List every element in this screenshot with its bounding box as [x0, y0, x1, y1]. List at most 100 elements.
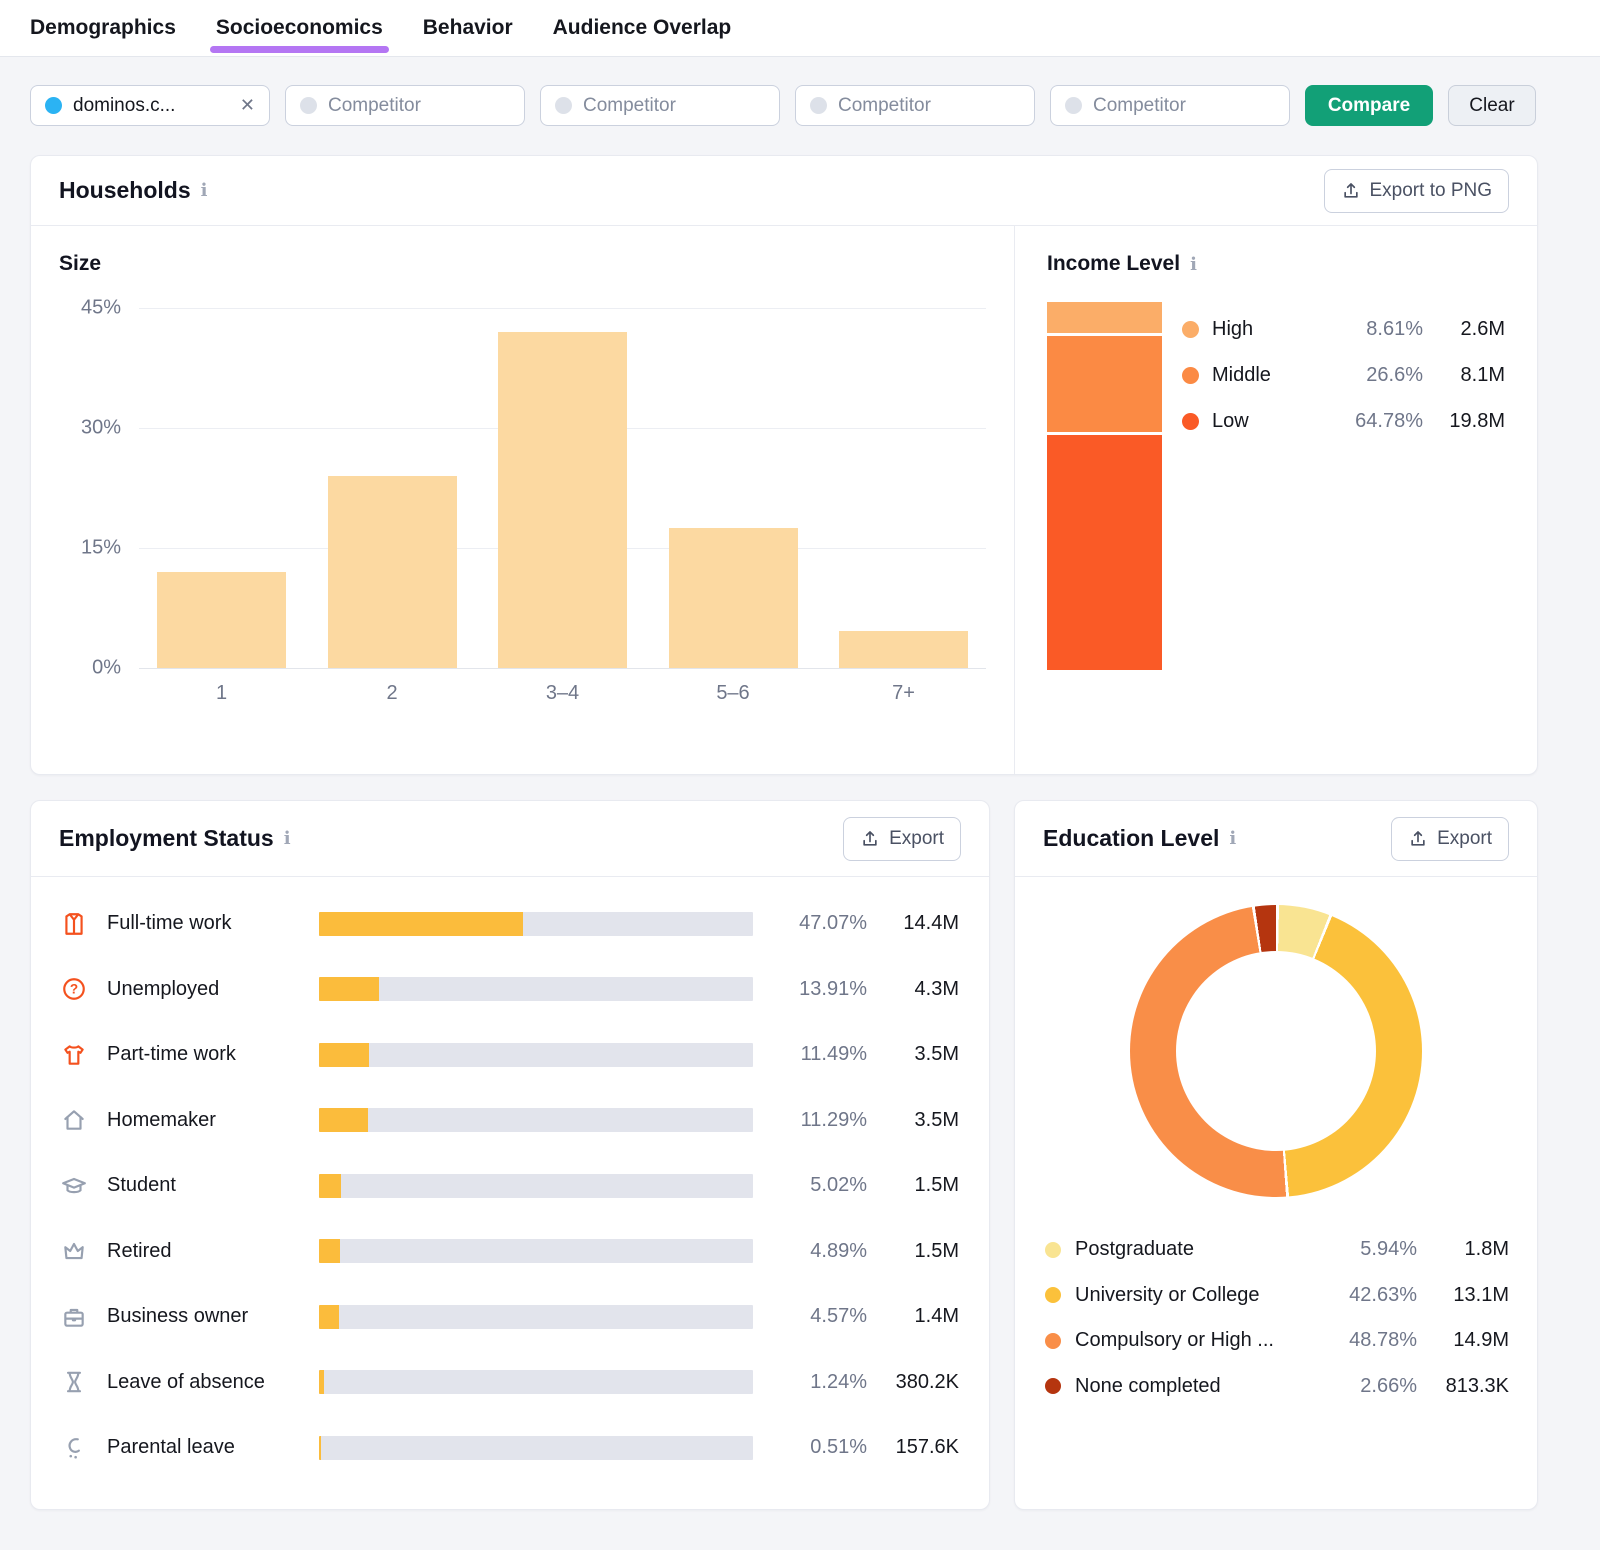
education-legend-row: Compulsory or High ... 48.78% 14.9M: [1045, 1318, 1509, 1364]
employment-bar-fill: [319, 1435, 322, 1460]
employment-value: 4.3M: [914, 977, 959, 1000]
size-bar-slot: [498, 308, 627, 668]
employment-bar-fill: [319, 1108, 368, 1133]
employment-row: ? Unemployed 13.91% 4.3M: [61, 957, 959, 1023]
competitor-input-2[interactable]: Competitor: [540, 85, 780, 126]
x-tick: 5–6: [716, 682, 750, 704]
x-tick: 2: [386, 682, 398, 704]
competitor-placeholder: Competitor: [1093, 94, 1186, 116]
legend-value: 813.3K: [1445, 1374, 1509, 1397]
employment-percent: 13.91%: [799, 977, 867, 1000]
employment-bar-track: [319, 977, 753, 1002]
donut-hole: [1176, 951, 1376, 1151]
employment-row: Full-time work 47.07% 14.4M: [61, 891, 959, 957]
legend-dot-icon: [1182, 412, 1199, 430]
legend-percent: 48.78%: [1349, 1329, 1417, 1352]
employment-bar-track: [319, 1173, 753, 1198]
employment-percent: 4.57%: [810, 1305, 867, 1328]
income-stacked-bar: [1047, 302, 1162, 670]
size-bar-slot: [327, 308, 457, 668]
clear-button[interactable]: Clear: [1448, 85, 1536, 126]
competitor-input-4[interactable]: Competitor: [1050, 85, 1290, 126]
employment-percent: 4.89%: [810, 1239, 867, 1262]
house-icon: [61, 1107, 87, 1133]
employment-status-panel: Employment Status i Export Full-time wor…: [30, 800, 990, 1510]
compare-button[interactable]: Compare: [1305, 85, 1433, 126]
size-bar-7+: [839, 631, 968, 668]
export-label: Export: [1437, 827, 1492, 849]
competitor-input-3[interactable]: Competitor: [795, 85, 1035, 126]
y-tick: 15%: [80, 536, 121, 559]
employment-bar-fill: [319, 1370, 325, 1395]
competitor-dot-icon: [300, 97, 317, 114]
size-bar-slot: [668, 308, 798, 668]
households-panel: Households i Export to PNG Size 45% 30% …: [30, 155, 1538, 775]
export-to-png-button[interactable]: Export to PNG: [1323, 168, 1509, 213]
size-x-axis: 1 2 3–4 5–6 7+: [139, 682, 986, 705]
legend-percent: 26.6%: [1366, 363, 1423, 386]
tab-behavior[interactable]: Behavior: [422, 16, 513, 39]
competitor-dot-icon: [555, 97, 572, 114]
legend-value: 1.8M: [1464, 1238, 1509, 1261]
filter-row: dominos.c... ✕ Competitor Competitor Com…: [30, 85, 1536, 126]
education-legend-row: Postgraduate 5.94% 1.8M: [1045, 1227, 1509, 1273]
education-donut-chart: [1130, 905, 1422, 1197]
education-level-title: Education Level: [1043, 825, 1220, 851]
employment-percent: 11.29%: [800, 1108, 867, 1131]
info-icon[interactable]: i: [1229, 828, 1237, 849]
employment-percent: 5.02%: [810, 1174, 867, 1197]
legend-value: 8.1M: [1460, 363, 1505, 386]
size-title: Size: [59, 252, 102, 275]
legend-value: 2.6M: [1460, 317, 1505, 340]
x-tick: 7+: [892, 682, 915, 704]
employment-percent: 47.07%: [799, 912, 867, 935]
legend-dot-icon: [1045, 1241, 1061, 1258]
graduation-cap-icon: [61, 1173, 87, 1199]
domain-chip[interactable]: dominos.c... ✕: [30, 85, 270, 126]
top-tab-bar: Demographics Socioeconomics Behavior Aud…: [0, 0, 1600, 57]
competitor-dot-icon: [1065, 97, 1082, 114]
tab-audience-overlap[interactable]: Audience Overlap: [552, 16, 732, 39]
upload-icon: [863, 830, 877, 846]
y-tick: 45%: [80, 296, 121, 319]
tshirt-icon: [61, 1042, 87, 1068]
education-export-button[interactable]: Export: [1391, 816, 1509, 861]
employment-label: Full-time work: [107, 912, 232, 935]
competitor-input-1[interactable]: Competitor: [285, 85, 525, 126]
info-icon[interactable]: i: [283, 828, 291, 849]
competitor-placeholder: Competitor: [838, 94, 931, 116]
legend-label: Postgraduate: [1075, 1238, 1194, 1261]
employment-value: 1.5M: [914, 1239, 959, 1262]
employment-label: Part-time work: [107, 1043, 236, 1066]
export-to-png-label: Export to PNG: [1369, 179, 1493, 201]
employment-label: Student: [107, 1174, 176, 1197]
employment-row: Retired 4.89% 1.5M: [61, 1219, 959, 1285]
size-chart-section: Size 45% 30% 15% 0%: [31, 226, 1015, 774]
employment-label: Homemaker: [107, 1108, 216, 1131]
competitor-dot-icon: [810, 97, 827, 114]
tab-demographics[interactable]: Demographics: [30, 16, 176, 39]
employment-export-button[interactable]: Export: [843, 816, 961, 861]
x-tick: 1: [215, 682, 228, 704]
x-tick: 3–4: [545, 682, 580, 704]
info-icon[interactable]: i: [200, 180, 208, 201]
income-legend: High 8.61% 2.6M Middle 26.6% 8.1M Low 64.78% 19.…: [1182, 302, 1505, 670]
employment-row: Part-time work 11.49% 3.5M: [61, 1022, 959, 1088]
size-bar-slot: [157, 308, 286, 668]
income-legend-row: Middle 26.6% 8.1M: [1182, 352, 1505, 398]
y-tick: 30%: [80, 416, 121, 439]
close-icon[interactable]: ✕: [239, 95, 255, 115]
income-legend-row: High 8.61% 2.6M: [1182, 306, 1505, 352]
employment-label: Business owner: [107, 1305, 249, 1328]
size-bar-2: [327, 476, 457, 668]
education-legend: Postgraduate 5.94% 1.8M University or Colle…: [1045, 1227, 1509, 1409]
employment-row: Student 5.02% 1.5M: [61, 1153, 959, 1219]
size-bar-3–4: [498, 332, 627, 668]
legend-dot-icon: [1045, 1287, 1061, 1304]
domain-chip-label: dominos.c...: [73, 94, 176, 116]
income-segment-middle: [1047, 336, 1162, 433]
pacifier-icon: [61, 1435, 87, 1461]
info-icon[interactable]: i: [1190, 253, 1197, 275]
tab-socioeconomics[interactable]: Socioeconomics: [209, 0, 389, 56]
legend-dot-icon: [1182, 320, 1199, 338]
